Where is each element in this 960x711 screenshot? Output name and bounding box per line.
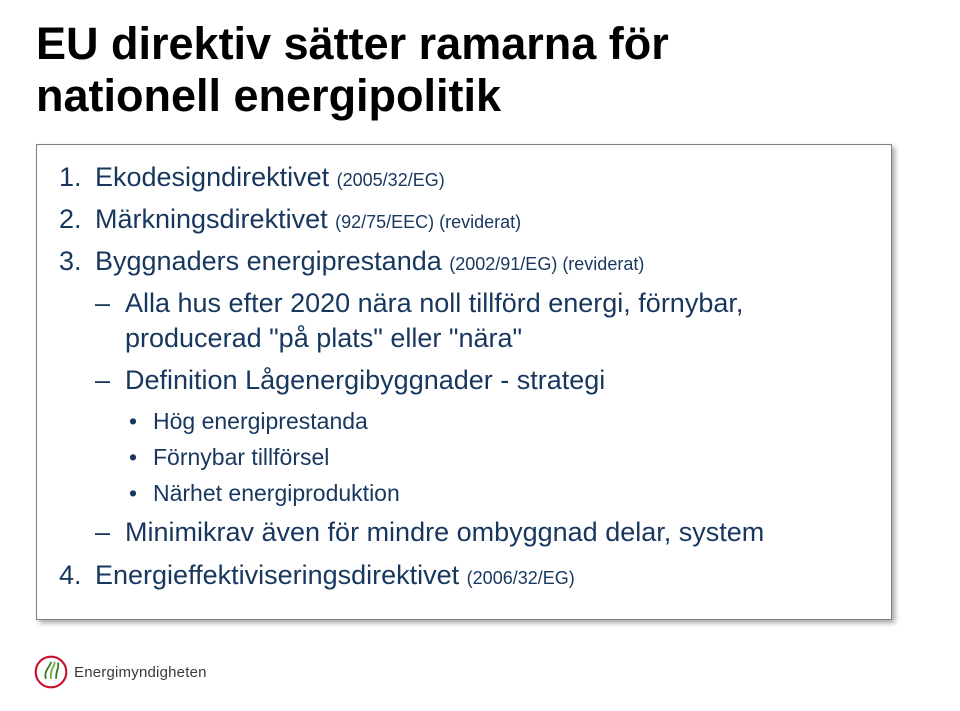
- sub2-item: Förnybar tillförsel: [125, 441, 873, 473]
- sub-item-text: Minimikrav även för mindre ombyggnad del…: [125, 517, 764, 547]
- item-label: Byggnaders energiprestanda: [95, 246, 449, 276]
- slide-title: EU direktiv sätter ramarna för nationell…: [36, 18, 960, 122]
- logo-icon: [34, 655, 68, 689]
- logo: Energimyndigheten: [34, 655, 207, 689]
- sub2-item: Hög energiprestanda: [125, 405, 873, 437]
- sub2-text: Hög energiprestanda: [153, 408, 368, 434]
- content-box: Ekodesigndirektivet (2005/32/EG) Märknin…: [36, 144, 892, 621]
- item-small: (92/75/EEC) (reviderat): [335, 212, 521, 232]
- list-item-4: Energieffektiviseringsdirektivet (2006/3…: [59, 557, 873, 593]
- sub-item: Definition Lågenergibyggnader - strategi…: [95, 363, 873, 509]
- title-line-2: nationell energipolitik: [36, 70, 501, 121]
- item-small: (2005/32/EG): [337, 170, 445, 190]
- sub2-text: Närhet energiproduktion: [153, 480, 400, 506]
- sub-item: Minimikrav även för mindre ombyggnad del…: [95, 515, 873, 551]
- logo-text: Energimyndigheten: [74, 664, 207, 681]
- item-small: (2006/32/EG): [467, 568, 575, 588]
- sub2-item: Närhet energiproduktion: [125, 477, 873, 509]
- sub-item: Alla hus efter 2020 nära noll tillförd e…: [95, 286, 873, 357]
- list-item-1: Ekodesigndirektivet (2005/32/EG): [59, 159, 873, 195]
- title-line-1: EU direktiv sätter ramarna för: [36, 18, 669, 69]
- item-label: Ekodesigndirektivet: [95, 162, 337, 192]
- sub-item-text: Alla hus efter 2020 nära noll tillförd e…: [125, 288, 743, 354]
- list-item-2: Märkningsdirektivet (92/75/EEC) (revider…: [59, 201, 873, 237]
- sub-item-text: Definition Lågenergibyggnader - strategi: [125, 365, 605, 395]
- ordered-list: Ekodesigndirektivet (2005/32/EG) Märknin…: [59, 159, 873, 594]
- list-item-3: Byggnaders energiprestanda (2002/91/EG) …: [59, 243, 873, 551]
- sublist-level-1: Alla hus efter 2020 nära noll tillförd e…: [95, 286, 873, 551]
- sub2-text: Förnybar tillförsel: [153, 444, 329, 470]
- item-small: (2002/91/EG) (reviderat): [449, 254, 644, 274]
- item-label: Energieffektiviseringsdirektivet: [95, 560, 467, 590]
- item-label: Märkningsdirektivet: [95, 204, 335, 234]
- slide: EU direktiv sätter ramarna för nationell…: [0, 0, 960, 711]
- sublist-level-2: Hög energiprestanda Förnybar tillförsel …: [125, 405, 873, 510]
